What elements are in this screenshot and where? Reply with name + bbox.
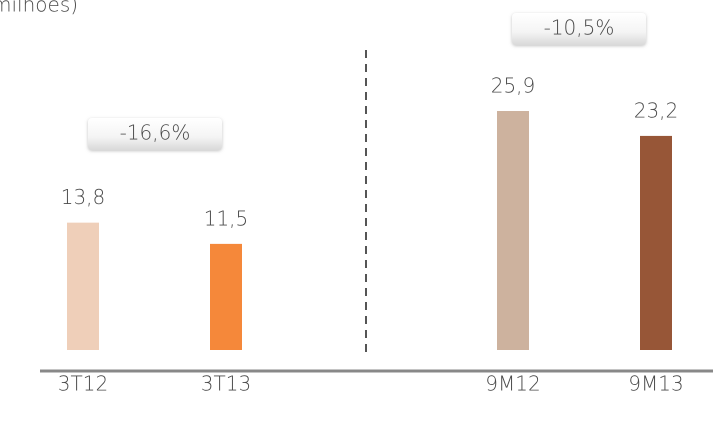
x-tick-label: 3T12	[58, 372, 108, 396]
x-tick-label: 9M13	[628, 372, 683, 396]
x-tick-label: 3T13	[201, 372, 251, 396]
bar	[640, 135, 672, 350]
value-label: 11,5	[204, 206, 249, 230]
bar	[210, 243, 242, 350]
annotation: -10,5%	[544, 16, 615, 40]
value-label: 25,9	[491, 74, 536, 98]
bar	[497, 111, 529, 350]
annotation-box	[512, 13, 646, 45]
bar	[67, 222, 99, 350]
annotation-box	[88, 118, 222, 150]
x-tick-label: 9M12	[485, 372, 540, 396]
chart-title: milhões)	[0, 0, 78, 17]
value-label: 23,2	[634, 98, 679, 122]
annotation: -16,6%	[120, 121, 191, 145]
value-label: 13,8	[61, 185, 106, 209]
